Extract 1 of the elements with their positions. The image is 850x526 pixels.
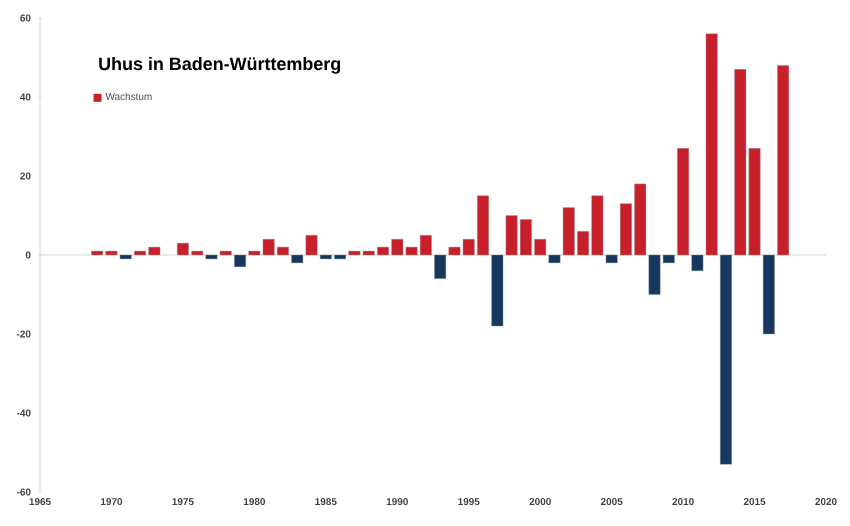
text: Uhus in Baden-Württemberg xyxy=(99,56,340,74)
